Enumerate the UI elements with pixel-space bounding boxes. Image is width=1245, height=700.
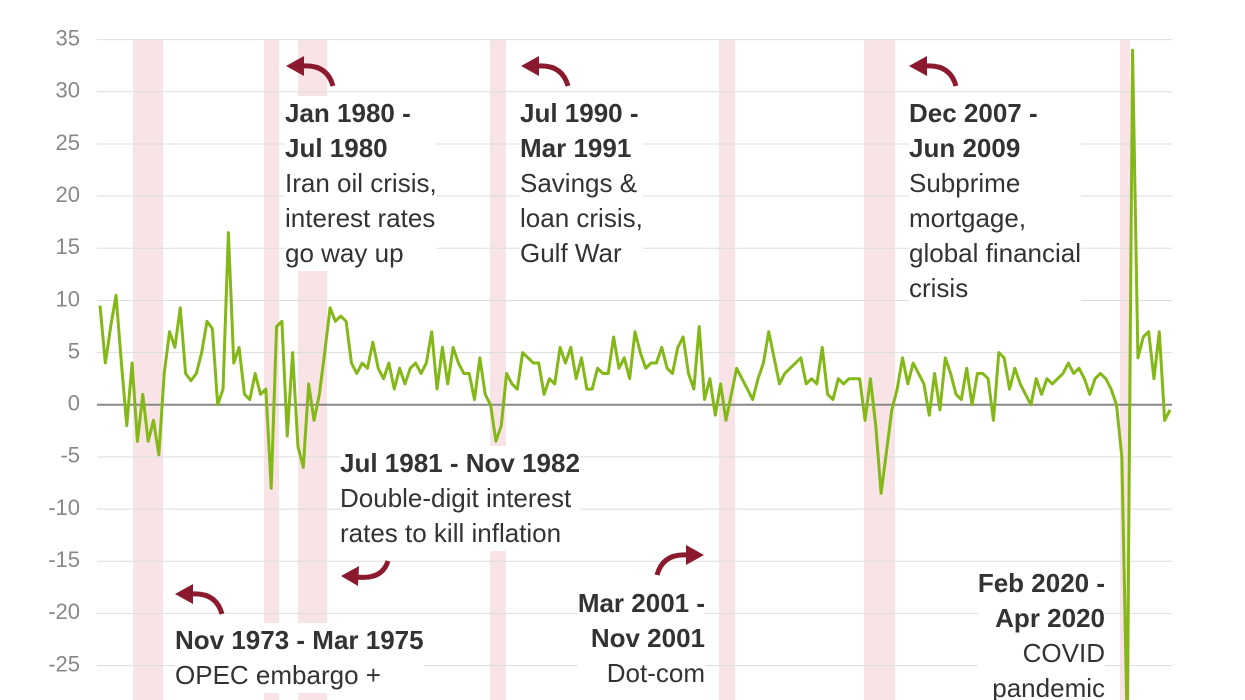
annotation-text: loan crisis, <box>520 203 643 233</box>
annotation-title: Nov 2001 <box>590 623 705 653</box>
annotation-title: Mar 2001 - <box>577 588 705 618</box>
arrow <box>924 63 959 87</box>
annotation-title: Apr 2020 <box>995 603 1105 633</box>
y-tick-label: 30 <box>56 78 80 103</box>
annotation: Jul 1990 - Mar 1991 Savings & loan crisi… <box>520 96 643 271</box>
annotation-title: Jun 2009 <box>909 133 1021 163</box>
y-tick-label: -15 <box>48 547 80 572</box>
gdp-line <box>98 48 1172 700</box>
annotation: Nov 1973 - Mar 1975 OPEC embargo + <box>175 623 424 693</box>
y-tick-label: -10 <box>48 495 80 520</box>
y-tick-label: 10 <box>56 286 80 311</box>
annotation-text: crisis <box>909 273 969 303</box>
arrow-head <box>909 56 927 76</box>
annotation: Mar 2001 - Nov 2001 Dot-com <box>577 586 705 691</box>
annotation: Jan 1980 - Jul 1980 Iran oil crisis, int… <box>285 96 437 271</box>
recession-band <box>490 40 506 700</box>
annotation-title: Jul 1981 - Nov 1982 <box>340 448 580 478</box>
annotation-text: interest rates <box>285 203 436 233</box>
arrow <box>536 63 571 87</box>
y-tick-label: 20 <box>56 182 80 207</box>
annotation-title: Mar 1991 <box>520 133 632 163</box>
annotation-text: pandemic <box>992 673 1105 700</box>
annotation-text: mortgage, <box>909 203 1027 233</box>
annotation-text: Double-digit interest <box>340 483 572 513</box>
annotation-text: rates to kill inflation <box>340 518 562 548</box>
recession-band <box>264 40 279 700</box>
arrow <box>301 63 336 87</box>
recession-band <box>864 40 895 700</box>
annotation-text: go way up <box>285 238 404 268</box>
arrow-head <box>286 56 304 76</box>
annotation: Jul 1981 - Nov 1982 Double-digit interes… <box>340 446 580 551</box>
annotation-text: Iran oil crisis, <box>285 168 437 198</box>
arrow-head <box>521 56 539 76</box>
annotation-text: global financial <box>909 238 1082 268</box>
annotation-title: Jul 1980 <box>285 133 388 163</box>
arrow-head <box>341 566 359 586</box>
arrow-head <box>175 584 193 604</box>
annotation-title: Jan 1980 - <box>285 98 411 128</box>
arrow <box>190 591 225 615</box>
y-tick-label: -25 <box>48 651 80 676</box>
annotation-title: Feb 2020 - <box>977 568 1105 598</box>
annotation-text: COVID <box>1022 638 1105 668</box>
y-tick-label: 5 <box>68 338 80 363</box>
arrow <box>356 560 391 580</box>
y-tick-label: 25 <box>56 130 80 155</box>
annotation-title: Nov 1973 - Mar 1975 <box>175 625 424 655</box>
y-tick-label: 15 <box>56 234 80 259</box>
annotation-text: Savings & <box>520 168 638 198</box>
y-tick-label: 0 <box>68 391 80 416</box>
annotation: Dec 2007 - Jun 2009 Subprime mortgage, g… <box>909 96 1082 306</box>
annotation-text: OPEC embargo + <box>175 660 381 690</box>
annotation-title: Dec 2007 - <box>909 98 1038 128</box>
recession-band <box>1120 40 1130 700</box>
y-tick-label: -5 <box>60 443 80 468</box>
recession-band <box>133 40 163 700</box>
annotation-text: Dot-com <box>606 658 705 688</box>
arrow-head <box>686 545 704 565</box>
y-tick-label: -20 <box>48 599 80 624</box>
recession-band <box>719 40 735 700</box>
annotation: Feb 2020 - Apr 2020 COVID pandemic <box>977 566 1105 700</box>
y-tick-label: 35 <box>56 25 80 50</box>
annotation-text: Subprime <box>909 168 1021 198</box>
arrow <box>654 552 689 576</box>
recession-bands <box>133 40 1130 700</box>
arrows <box>175 56 959 615</box>
annotation-text: Gulf War <box>520 238 622 268</box>
annotation-title: Jul 1990 - <box>520 98 639 128</box>
